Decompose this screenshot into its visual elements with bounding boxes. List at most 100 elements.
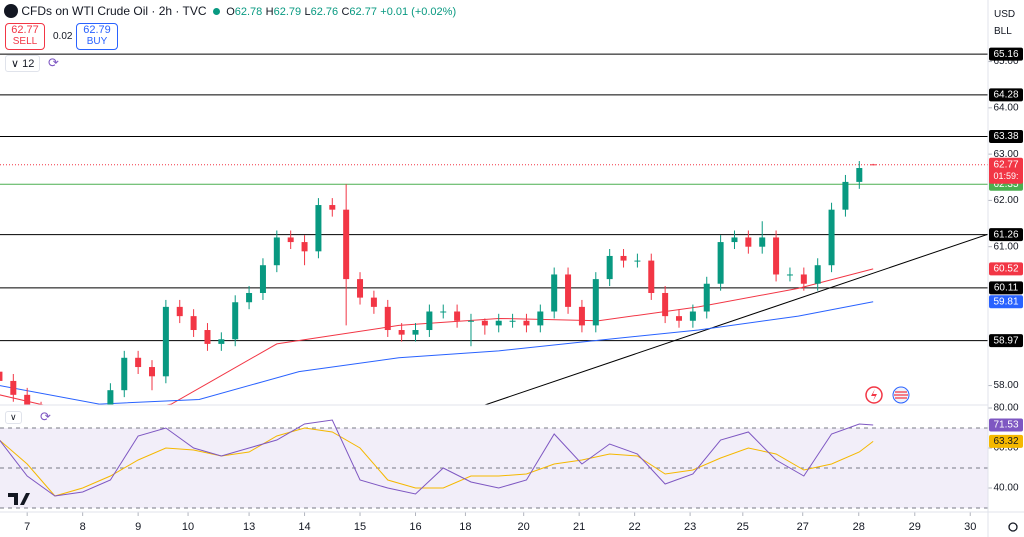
buy-button[interactable]: 62.79 BUY — [76, 23, 118, 50]
candle-body — [246, 292, 253, 303]
spread: 0.02 — [53, 31, 73, 42]
candle-body — [273, 237, 280, 266]
rsi-ma-label-box — [989, 434, 1023, 448]
candle-body — [537, 311, 544, 326]
flag-stripes — [894, 391, 908, 399]
axis-unit: USD BLL — [994, 6, 1015, 40]
moving-average — [0, 268, 874, 405]
candle-body — [357, 279, 364, 298]
trend-line — [484, 233, 988, 405]
candle-body — [648, 260, 655, 293]
candle-body — [731, 237, 738, 243]
level-label-box — [989, 228, 1023, 242]
candle-body — [551, 274, 558, 312]
x-tick-label: 27 — [797, 521, 809, 533]
candle-body — [329, 205, 336, 210]
candle-body — [107, 390, 114, 405]
pane-sync-icon[interactable]: ⟳ — [40, 409, 51, 424]
candle-body — [634, 260, 641, 262]
candle-body — [592, 279, 599, 326]
price-label-box — [989, 157, 1023, 184]
candle-body — [232, 302, 239, 340]
candle-body — [94, 413, 100, 422]
level-label: 61.26 — [993, 229, 1018, 240]
rsi-tick-label: 60.00 — [993, 443, 1018, 454]
event-bolt — [871, 389, 877, 401]
rsi-ma-label: 63.32 — [993, 436, 1018, 447]
status-dot — [212, 8, 220, 15]
price-label: 62.77 — [993, 159, 1018, 170]
candle-body — [786, 274, 793, 276]
tv-logo — [8, 493, 30, 505]
ohlc-value: 62.79 — [273, 6, 302, 18]
candle-body — [384, 306, 391, 331]
candle-body — [773, 237, 780, 275]
candle-body — [398, 330, 405, 335]
candle-body — [370, 297, 377, 307]
candle-body — [717, 242, 724, 284]
candle-body — [287, 237, 294, 243]
level-label-box — [989, 47, 1023, 61]
candle-body — [565, 274, 572, 307]
candle-body — [620, 255, 627, 261]
candle-body — [162, 306, 169, 377]
level-label-box — [989, 130, 1023, 144]
pane-toggle[interactable]: ∨ — [5, 411, 22, 424]
candle-body — [412, 330, 419, 335]
y-tick-label: 62.00 — [993, 195, 1018, 206]
candle-body — [662, 292, 669, 317]
support-label: 62.35 — [993, 179, 1018, 190]
level-label-box — [989, 334, 1023, 348]
candle-body — [440, 311, 447, 313]
currency: USD — [994, 9, 1016, 20]
ohlc-key: O — [226, 6, 235, 18]
candle-body — [315, 205, 322, 252]
candle-body — [800, 274, 807, 284]
x-tick-label: 10 — [182, 521, 194, 533]
rsi-pane — [0, 419, 988, 509]
rsi-ma — [0, 427, 874, 497]
level-label: 63.38 — [993, 131, 1018, 142]
symbol-title[interactable]: CFDs on WTI Crude Oil · 2h · TVC — [21, 4, 207, 18]
candle-body — [80, 418, 86, 423]
candle-body — [870, 164, 877, 166]
x-tick-label: 7 — [24, 521, 30, 533]
ohlc-value: 62.77 — [349, 6, 377, 18]
candle-body — [467, 320, 474, 322]
countdown: 01:59: — [993, 171, 1018, 181]
x-tick-label: 21 — [573, 521, 585, 533]
candle-body — [509, 320, 516, 322]
level-label: 64.28 — [993, 90, 1018, 101]
ohlc-value: 62.78 — [234, 6, 263, 18]
sell-price: 62.77 — [11, 24, 39, 36]
x-tick-label: 25 — [737, 521, 749, 533]
candle-body — [135, 357, 142, 368]
candle-body — [24, 394, 31, 405]
candle-body — [856, 168, 863, 182]
sync-icon[interactable]: ⟳ — [48, 55, 59, 70]
settings-icon[interactable] — [1008, 522, 1018, 532]
moving-average — [0, 301, 874, 405]
indicators-toggle[interactable]: ∨ 12 — [5, 55, 41, 72]
x-tick-label: 29 — [909, 521, 921, 533]
header: CFDs on WTI Crude Oil · 2h · TVC O62.78 … — [4, 4, 456, 18]
change: +0.01 (+0.02%) — [380, 6, 457, 18]
x-tick-label: 8 — [80, 521, 86, 533]
x-tick-label: 28 — [853, 521, 865, 533]
indicator-count: 12 — [22, 58, 35, 70]
ma-label-box — [989, 295, 1023, 309]
sell-label: SELL — [12, 36, 38, 47]
unit: BLL — [994, 26, 1012, 37]
candle-body — [190, 316, 197, 331]
y-tick-label: 61.00 — [993, 241, 1018, 252]
candle-body — [814, 265, 821, 284]
candle-body — [52, 418, 58, 423]
candle-body — [828, 209, 835, 266]
sell-button[interactable]: 62.77 SELL — [5, 23, 45, 50]
candle-body — [204, 330, 211, 344]
buy-price: 62.79 — [83, 24, 111, 36]
rsi-tick-label: 40.00 — [993, 483, 1018, 494]
rsi-value-label-box — [989, 418, 1023, 432]
level-label-box — [989, 281, 1023, 295]
candle-body — [426, 311, 433, 331]
